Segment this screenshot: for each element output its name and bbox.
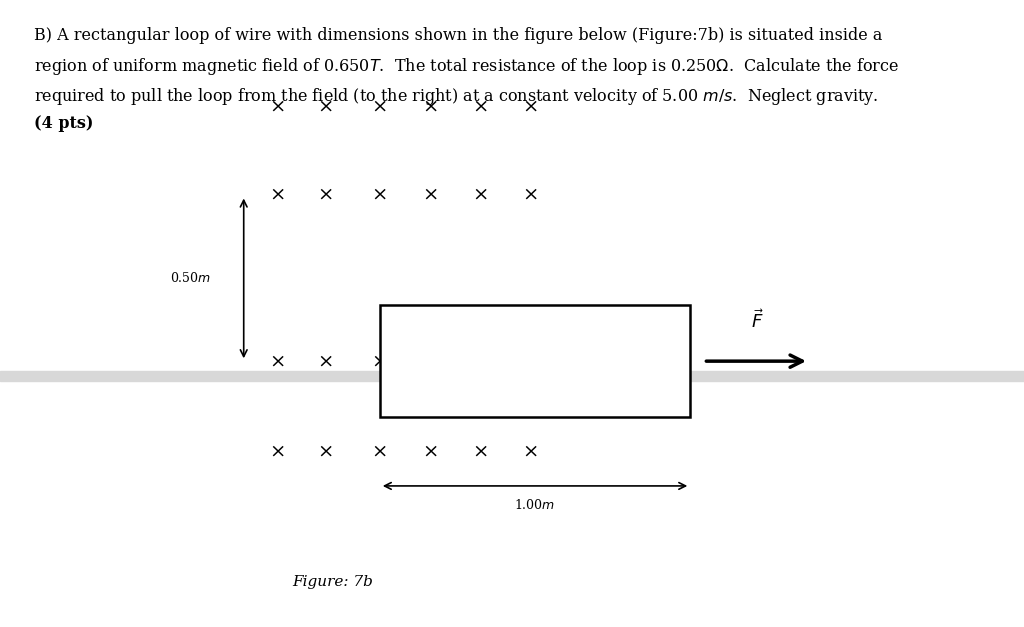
Text: region of uniform magnetic field of 0.650$T$.  The total resistance of the loop : region of uniform magnetic field of 0.65…: [34, 56, 899, 77]
Text: ×: ×: [317, 98, 334, 115]
Text: 2: 2: [495, 354, 505, 371]
Text: ×: ×: [317, 186, 334, 203]
Text: Figure: 7b: Figure: 7b: [292, 575, 373, 589]
Text: ×: ×: [269, 98, 286, 115]
Text: ×: ×: [422, 443, 438, 460]
Text: ×: ×: [372, 443, 388, 460]
Bar: [0, 371, 1024, 381]
Text: $\vec{F}$: $\vec{F}$: [752, 310, 764, 332]
Text: required to pull the loop from the field (to the right) at a constant velocity o: required to pull the loop from the field…: [34, 86, 879, 107]
Text: ×: ×: [317, 352, 334, 370]
Text: 1.00$m$: 1.00$m$: [514, 498, 555, 512]
Text: ×: ×: [269, 443, 286, 460]
Text: ×: ×: [472, 186, 488, 203]
Text: ×: ×: [269, 186, 286, 203]
Text: ×: ×: [472, 352, 488, 370]
Text: ×: ×: [422, 352, 438, 370]
Text: ×: ×: [372, 186, 388, 203]
Text: ×: ×: [472, 98, 488, 115]
Text: B) A rectangular loop of wire with dimensions shown in the figure below (Figure:: B) A rectangular loop of wire with dimen…: [34, 27, 882, 44]
Text: ×: ×: [269, 352, 286, 370]
Text: 0.50$m$: 0.50$m$: [170, 271, 211, 285]
Text: ×: ×: [522, 186, 539, 203]
Text: ×: ×: [522, 98, 539, 115]
Text: ×: ×: [372, 352, 388, 370]
Bar: [380, 305, 690, 417]
Text: ×: ×: [472, 443, 488, 460]
Text: ×: ×: [372, 98, 388, 115]
Text: ×: ×: [317, 443, 334, 460]
Text: ×: ×: [522, 443, 539, 460]
Text: ×: ×: [422, 186, 438, 203]
Text: (4 pts): (4 pts): [34, 115, 93, 132]
Text: ×: ×: [422, 98, 438, 115]
Text: ×: ×: [522, 352, 539, 370]
